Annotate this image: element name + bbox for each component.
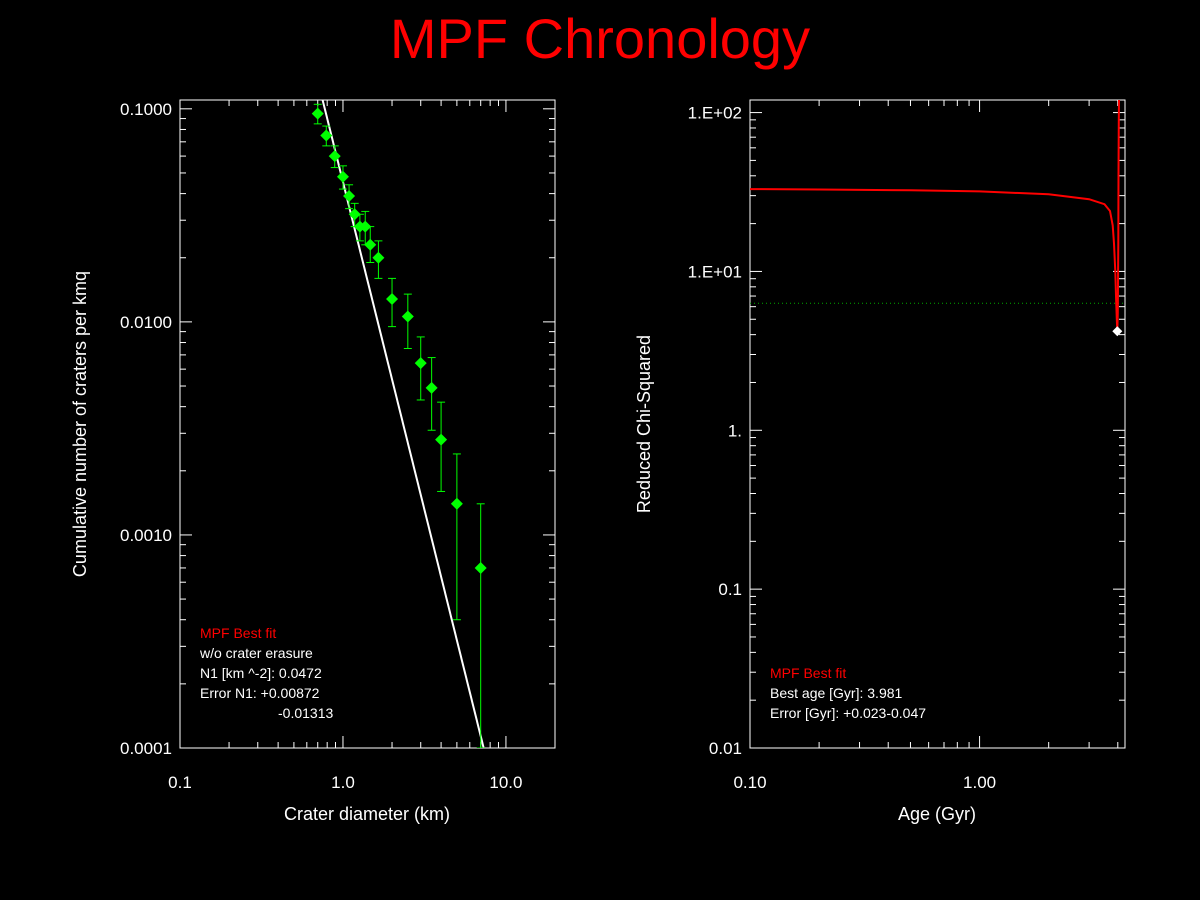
- crater-point: [450, 497, 463, 510]
- chi-curve-group: [750, 100, 1120, 332]
- left-x-tick-label: 1.0: [331, 773, 355, 792]
- right-x-tick-label: 0.10: [733, 773, 766, 792]
- left-x-tick-label: 0.1: [168, 773, 192, 792]
- right-x-ticks: 0.10 1.00: [733, 773, 996, 792]
- crater-point: [425, 381, 438, 394]
- crater-point: [372, 251, 385, 264]
- right-annotation-label: MPF Best fit: [770, 665, 846, 681]
- crater-point: [474, 561, 487, 574]
- left-y-tick-label: 0.1000: [120, 100, 172, 119]
- left-plot-frame: [179, 99, 556, 749]
- right-y-ticks: 0.01 0.1 1. 1.E+01 1.E+02: [688, 104, 742, 758]
- left-x-axis-label: Crater diameter (km): [284, 804, 450, 824]
- left-plot: 0.1 1.0 10.0 0.0001 0.0010 0.0100 0.1000 Crat…: [70, 99, 556, 824]
- left-y-ticks: 0.0001 0.0010 0.0100 0.1000: [120, 100, 172, 758]
- crater-point: [364, 238, 377, 251]
- right-y-axis-label: Reduced Chi-Squared: [634, 335, 654, 513]
- crater-points-group: [311, 103, 487, 748]
- crater-point: [320, 129, 333, 142]
- right-minor-ticks: [749, 100, 1125, 749]
- crater-point: [328, 150, 341, 163]
- left-annotation-line3: Error N1: +0.00872: [200, 685, 320, 701]
- left-annotation-line4: -0.01313: [278, 705, 333, 721]
- left-minor-ticks: [179, 100, 556, 749]
- left-x-ticks: 0.1 1.0 10.0: [168, 773, 522, 792]
- chart-title: MPF Chronology: [389, 7, 811, 70]
- crater-point: [386, 293, 399, 306]
- best-point: [1112, 326, 1123, 337]
- left-x-tick-label: 10.0: [489, 773, 522, 792]
- right-y-tick-label: 1.: [728, 421, 742, 440]
- left-y-tick-label: 0.0010: [120, 526, 172, 545]
- crater-point: [414, 357, 427, 370]
- left-y-tick-label: 0.0100: [120, 313, 172, 332]
- right-y-tick-label: 0.1: [718, 580, 742, 599]
- left-annotation-line1: w/o crater erasure: [199, 645, 313, 661]
- best-point-group: [1112, 326, 1123, 337]
- crater-point: [343, 189, 356, 202]
- crater-point: [348, 208, 361, 221]
- right-annotation-line2: Error [Gyr]: +0.023-0.047: [770, 705, 926, 721]
- right-plot-frame: [749, 99, 1126, 749]
- right-y-tick-label: 1.E+01: [688, 262, 742, 281]
- right-annotation-line1: Best age [Gyr]: 3.981: [770, 685, 903, 701]
- chi-curve: [750, 100, 1120, 332]
- left-annotation-line2: N1 [km ^-2]: 0.0472: [200, 665, 322, 681]
- right-y-tick-label: 0.01: [709, 739, 742, 758]
- right-plot: 0.10 1.00 0.01 0.1 1. 1.E+01 1.E+02 Age (Gyr)…: [634, 99, 1126, 824]
- right-x-axis-label: Age (Gyr): [898, 804, 976, 824]
- crater-point: [435, 433, 448, 446]
- crater-point: [401, 310, 414, 323]
- left-annotation-label: MPF Best fit: [200, 625, 276, 641]
- crater-point: [336, 170, 349, 183]
- left-y-tick-label: 0.0001: [120, 739, 172, 758]
- right-x-tick-label: 1.00: [963, 773, 996, 792]
- crater-point: [359, 220, 372, 233]
- left-y-axis-label: Cumulative number of craters per kmq: [70, 271, 90, 577]
- crater-point: [311, 107, 324, 120]
- right-y-tick-label: 1.E+02: [688, 104, 742, 123]
